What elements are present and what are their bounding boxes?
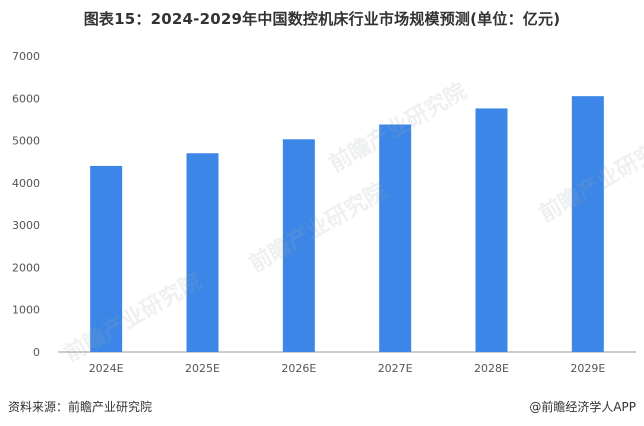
bar: [90, 165, 123, 352]
y-tick-label: 3000: [12, 219, 40, 232]
x-tick-label: 2025E: [185, 362, 220, 375]
y-tick-label: 0: [33, 346, 40, 359]
bar: [475, 108, 508, 352]
y-tick-label: 2000: [12, 261, 40, 274]
brand-credit: @前瞻经济学人APP: [529, 400, 636, 414]
x-tick-label: 2026E: [281, 362, 316, 375]
source-note: 资料来源：前瞻产业研究院: [8, 400, 153, 414]
x-tick-label: 2027E: [378, 362, 413, 375]
x-tick-label: 2029E: [570, 362, 605, 375]
x-tick-label: 2024E: [89, 362, 124, 375]
x-tick-label: 2028E: [474, 362, 509, 375]
bar: [379, 124, 412, 352]
y-tick-label: 1000: [12, 304, 40, 317]
y-tick-label: 4000: [12, 177, 40, 190]
y-tick-label: 6000: [12, 92, 40, 105]
chart-title: 图表15：2024-2029年中国数控机床行业市场规模预测(单位：亿元): [83, 10, 561, 28]
y-tick-label: 7000: [12, 50, 40, 63]
y-tick-label: 5000: [12, 135, 40, 148]
bar: [282, 139, 315, 352]
bar: [571, 96, 604, 353]
bar: [186, 153, 219, 352]
